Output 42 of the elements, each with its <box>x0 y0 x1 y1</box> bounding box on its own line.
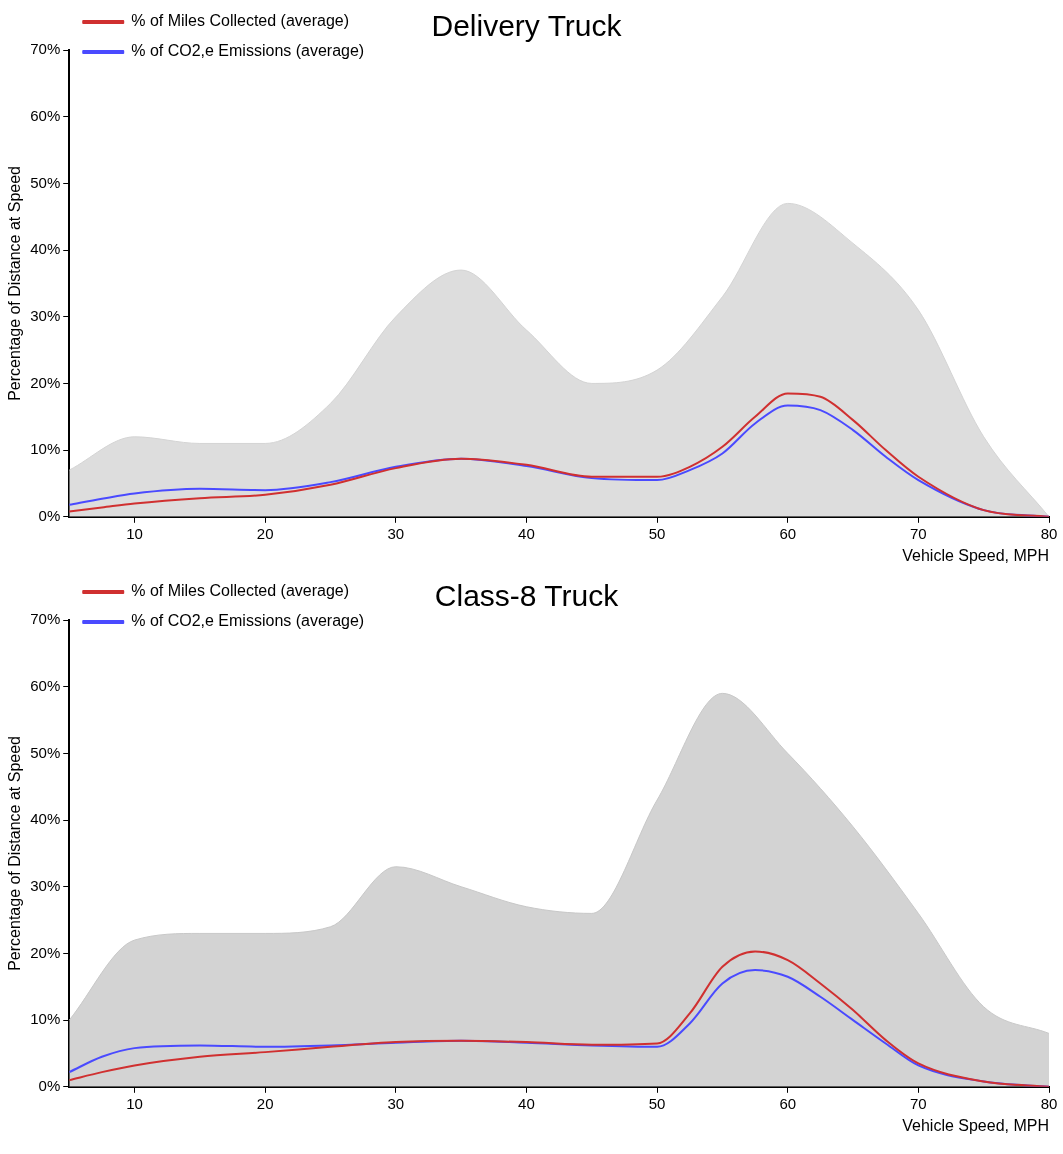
x-tick-label: 10 <box>126 1094 143 1112</box>
y-tick-label: 10% <box>30 440 61 458</box>
y-tick-label: 40% <box>30 810 61 828</box>
chart-title: Class-8 Truck <box>434 579 620 613</box>
x-tick-label: 10 <box>126 524 143 542</box>
y-tick-label: 60% <box>30 676 61 694</box>
y-tick-label: 50% <box>30 173 61 191</box>
x-tick-label: 40 <box>518 1094 535 1112</box>
y-tick-label: 50% <box>30 743 61 761</box>
x-tick-label: 40 <box>518 524 535 542</box>
y-tick-label: 30% <box>30 876 61 894</box>
y-axis-title: Percentage of Distance at Speed <box>6 735 24 971</box>
legend-label: % of CO2,e Emissions (average) <box>131 612 365 630</box>
y-tick-label: 60% <box>30 106 61 124</box>
x-tick-label: 30 <box>387 524 405 542</box>
y-tick-label: 0% <box>38 506 61 524</box>
x-tick-label: 80 <box>1040 524 1058 542</box>
y-axis-title: Percentage of Distance at Speed <box>6 165 24 401</box>
legend-label: % of Miles Collected (average) <box>131 582 350 600</box>
x-tick-label: 80 <box>1040 1094 1058 1112</box>
y-tick-label: 0% <box>38 1076 61 1094</box>
y-tick-label: 70% <box>30 40 61 58</box>
chart-title: Delivery Truck <box>431 9 623 43</box>
x-tick-label: 50 <box>648 1094 666 1112</box>
legend-label: % of Miles Collected (average) <box>131 12 350 30</box>
x-tick-label: 50 <box>648 524 666 542</box>
x-tick-label: 70 <box>910 524 927 542</box>
y-tick-label: 20% <box>30 373 61 391</box>
x-tick-label: 70 <box>910 1094 927 1112</box>
y-tick-label: 40% <box>30 240 61 258</box>
y-tick-label: 30% <box>30 306 61 324</box>
x-tick-label: 20 <box>256 524 274 542</box>
x-tick-label: 60 <box>779 524 797 542</box>
y-tick-label: 20% <box>30 943 61 961</box>
y-tick-label: 70% <box>30 610 61 628</box>
x-tick-label: 20 <box>256 1094 274 1112</box>
x-tick-label: 60 <box>779 1094 797 1112</box>
x-axis-title: Vehicle Speed, MPH <box>902 546 1049 564</box>
x-axis-title: Vehicle Speed, MPH <box>902 1116 1049 1134</box>
legend-label: % of CO2,e Emissions (average) <box>131 42 365 60</box>
y-tick-label: 10% <box>30 1010 61 1028</box>
x-tick-label: 30 <box>387 1094 405 1112</box>
